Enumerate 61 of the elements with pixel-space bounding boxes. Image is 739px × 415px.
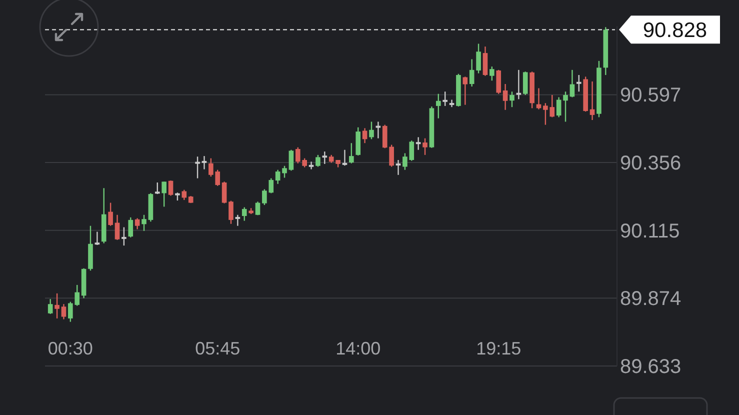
candlestick — [556, 96, 562, 118]
candlestick — [416, 136, 421, 150]
candlestick — [255, 201, 260, 216]
x-tick-label: 19:15 — [476, 338, 522, 358]
candlestick — [502, 83, 508, 110]
candlestick — [122, 226, 126, 246]
candlestick — [222, 181, 227, 204]
candlestick — [228, 200, 234, 224]
candlestick — [369, 121, 374, 140]
candlestick — [349, 142, 354, 164]
candlestick — [168, 180, 174, 196]
candlestick — [462, 76, 468, 106]
candlestick — [195, 156, 200, 179]
candlestick — [442, 90, 448, 107]
candlestick — [376, 121, 381, 139]
candlestick — [356, 126, 361, 156]
y-tick-label: 90.115 — [620, 220, 680, 242]
candlestick — [114, 214, 120, 241]
ref-line-label: 90.828 — [642, 19, 708, 42]
candlestick — [362, 128, 368, 144]
y-tick-label: 89.633 — [620, 356, 682, 378]
candlestick — [242, 206, 247, 222]
candlestick — [522, 71, 528, 96]
candlestick — [396, 159, 401, 176]
candlestick — [422, 138, 428, 156]
x-tick-label: 00:30 — [48, 338, 93, 358]
candlestick — [154, 182, 160, 195]
candlestick — [94, 231, 100, 246]
candlestick — [61, 303, 66, 320]
candlestick — [134, 218, 140, 230]
y-tick-label: 90.356 — [620, 152, 682, 175]
candlestick — [142, 214, 146, 232]
candlestick — [570, 69, 575, 98]
candlestick — [308, 161, 314, 170]
candlestick — [482, 46, 488, 76]
candlestick — [576, 74, 582, 92]
candlestick — [510, 90, 514, 108]
candlestick — [342, 149, 348, 166]
candlestick — [282, 165, 287, 178]
candlestick — [316, 154, 320, 168]
y-tick-label: 89.874 — [620, 288, 682, 310]
candlestick — [54, 292, 60, 320]
candlestick — [202, 155, 207, 170]
candlestick — [48, 298, 53, 315]
candlestick — [275, 169, 280, 185]
candlestick — [563, 90, 568, 122]
x-tick-label: 14:00 — [336, 338, 381, 358]
candlestick — [108, 202, 113, 226]
candlestick — [516, 69, 522, 100]
candlestick — [496, 69, 502, 94]
candlestick — [162, 181, 166, 208]
y-tick-label: 90.597 — [620, 84, 682, 107]
candlestick — [490, 66, 494, 82]
candlestick — [235, 214, 240, 226]
candlestick — [128, 216, 134, 238]
candlestick — [436, 93, 441, 119]
candlestick — [288, 149, 294, 172]
candlestick — [322, 150, 328, 165]
x-tick-label: 05:45 — [195, 338, 240, 358]
candlestick — [590, 80, 595, 121]
candlestick — [182, 189, 187, 201]
